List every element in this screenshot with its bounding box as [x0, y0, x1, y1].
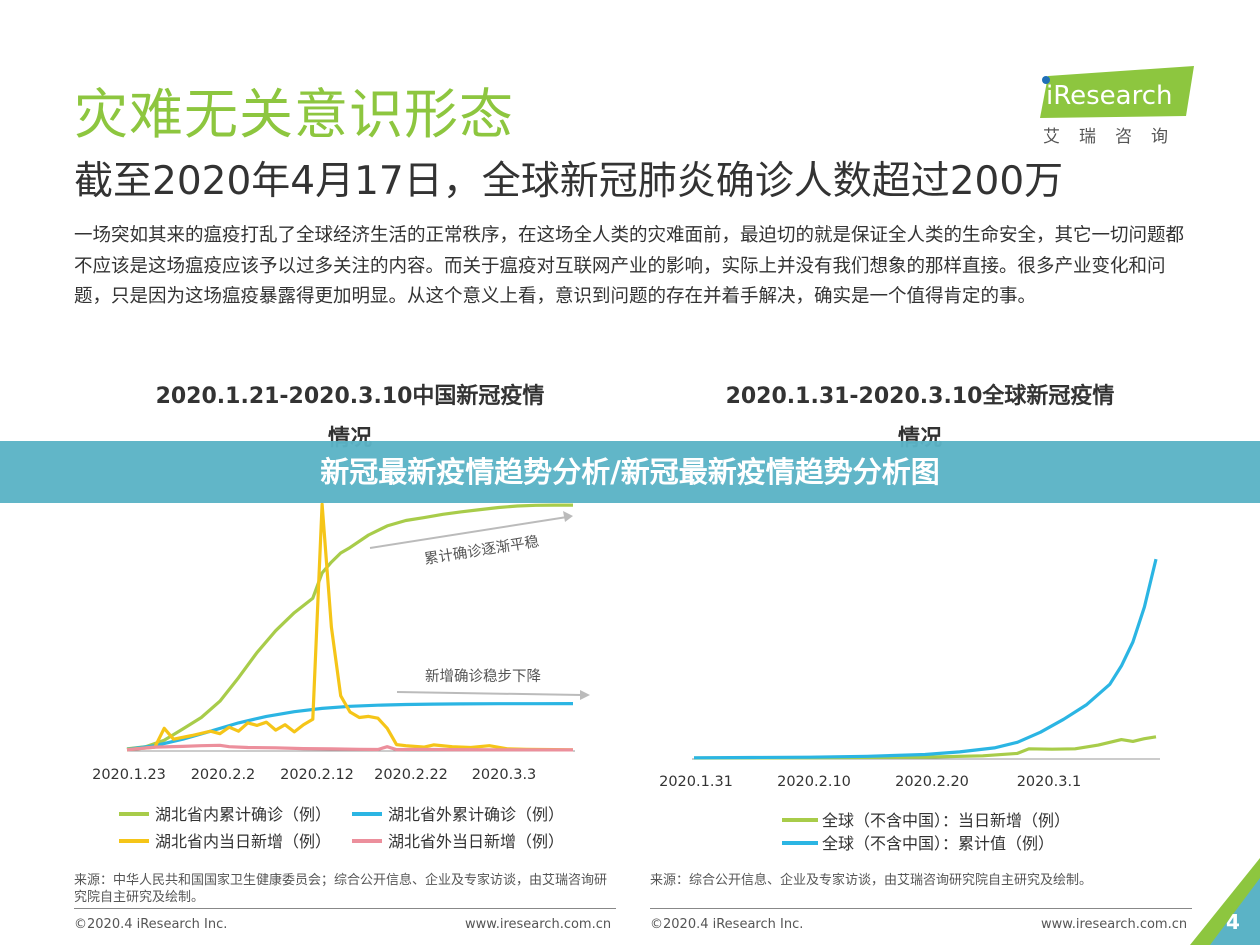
- x-tick-label: 2020.2.10: [777, 774, 851, 790]
- series-line-1: [693, 558, 1158, 760]
- corner-decoration: [1190, 858, 1260, 945]
- series-line-3: [126, 743, 574, 752]
- x-tick-label: 2020.1.23: [92, 767, 166, 783]
- legend-item: 全球（不含中国）：当日新增（例）: [822, 811, 1070, 830]
- annotation-new-arrow: 新增确诊稳步下降: [396, 668, 590, 700]
- x-tick-label: 2020.2.12: [280, 767, 354, 783]
- banner-text: 新冠最新疫情趋势分析/新冠最新疫情趋势分析图: [320, 455, 940, 489]
- page-subtitle: 截至2020年4月17日，全球新冠肺炎确诊人数超过200万: [74, 159, 1064, 204]
- copyright-left: ©2020.4 iResearch Inc.: [74, 917, 228, 932]
- x-tick-label: 2020.2.22: [374, 767, 448, 783]
- chart2-legend: 全球（不含中国）：当日新增（例） 全球（不含中国）：累计值（例）: [782, 811, 1070, 853]
- iresearch-logo: iResearch: [1040, 66, 1194, 118]
- series-line-0: [126, 503, 573, 751]
- legend-item: 全球（不含中国）：累计值（例）: [822, 834, 1054, 853]
- source-note-right: 来源：综合公开信息、企业及专家访谈，由艾瑞咨询研究院自主研究及绘制。: [650, 873, 1093, 888]
- copyright-right: ©2020.4 iResearch Inc.: [650, 917, 804, 932]
- intro-paragraph: 一场突如其来的瘟疫打乱了全球经济生活的正常秩序，在这场全人类的灾难面前，最迫切的…: [74, 225, 1185, 307]
- chart1-legend: 湖北省内累计确诊（例） 湖北省外累计确诊（例） 湖北省内当日新增（例） 湖北省外…: [119, 805, 564, 851]
- legend-item: 湖北省外当日新增（例）: [388, 832, 564, 851]
- legend-item: 湖北省内累计确诊（例）: [155, 805, 331, 824]
- page-number: 4: [1226, 910, 1240, 934]
- source-note-left: 来源：中华人民共和国国家卫生健康委员会；综合公开信息、企业及专家访谈，由艾瑞咨询…: [74, 873, 608, 905]
- logo-brand-text: iResearch: [1046, 81, 1172, 111]
- x-tick-label: 2020.3.1: [1017, 774, 1082, 790]
- chart1-title: 2020.1.21-2020.3.10中国新冠疫情: [155, 384, 545, 409]
- annotation-new-text: 新增确诊稳步下降: [425, 668, 541, 685]
- x-tick-label: 2020.3.3: [472, 767, 537, 783]
- x-tick-label: 2020.2.20: [895, 774, 969, 790]
- chart1-plot: 2020.1.23 2020.2.2 2020.2.12 2020.2.22 2020.…: [92, 502, 590, 851]
- legend-item: 湖北省内当日新增（例）: [155, 832, 331, 851]
- legend-item: 湖北省外累计确诊（例）: [388, 805, 564, 824]
- series-line-0: [693, 735, 1157, 760]
- annotation-cumulative-arrow: 累计确诊逐渐平稳: [369, 511, 573, 568]
- website-link-left[interactable]: www.iresearch.com.cn: [465, 917, 612, 932]
- annotation-cumulative-text: 累计确诊逐渐平稳: [423, 533, 540, 568]
- website-link-right[interactable]: www.iresearch.com.cn: [1041, 917, 1188, 932]
- footer-divider-left: [74, 908, 616, 909]
- title-banner: [0, 441, 1260, 503]
- series-line-2: [126, 502, 574, 752]
- chart2-plot: 2020.1.31 2020.2.10 2020.2.20 2020.3.1 全球（不…: [659, 558, 1160, 853]
- x-tick-label: 2020.2.2: [191, 767, 256, 783]
- chart2-title: 2020.1.31-2020.3.10全球新冠疫情: [725, 384, 1115, 409]
- page-title: 灾难无关意识形态: [74, 83, 514, 146]
- logo-cn-text: 艾瑞咨询: [1043, 127, 1187, 147]
- footer-divider-right: [650, 908, 1192, 909]
- x-tick-label: 2020.1.31: [659, 774, 733, 790]
